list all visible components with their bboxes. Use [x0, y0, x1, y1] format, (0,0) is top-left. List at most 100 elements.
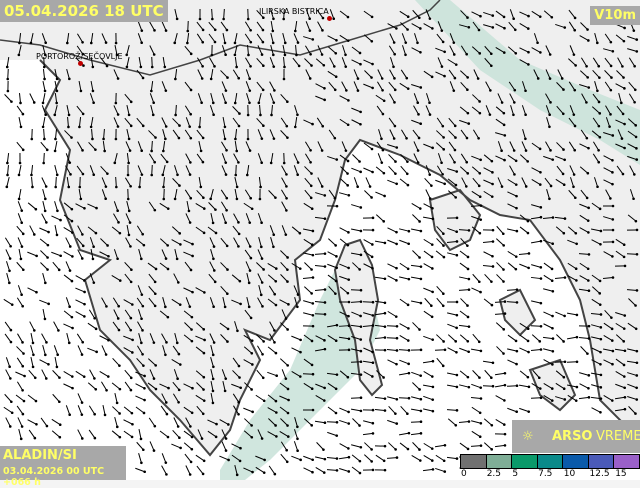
wind-arrow-head	[274, 196, 277, 199]
wind-arrow-head	[272, 101, 275, 104]
wind-arrow-head	[225, 173, 228, 176]
wind-arrow-head	[573, 113, 576, 116]
wind-arrow	[339, 326, 349, 327]
wind-arrow-head	[273, 341, 276, 344]
wind-arrow-head	[406, 172, 409, 175]
wind-arrow-head	[47, 231, 50, 234]
wind-arrow-head	[201, 41, 204, 44]
wind-arrow-head	[405, 137, 408, 140]
wind-arrow-head	[334, 197, 337, 200]
wind-arrow-head	[71, 255, 74, 258]
wind-arrow-head	[311, 364, 314, 367]
wind-arrow-head	[250, 436, 253, 439]
wind-arrow-head	[6, 66, 9, 69]
wind-arrow-head	[44, 282, 47, 285]
wind-arrow-head	[154, 364, 157, 367]
wind-arrow-head	[563, 315, 566, 318]
wind-arrow-head	[153, 377, 156, 380]
wind-arrow-head	[153, 53, 156, 56]
wind-arrow-head	[395, 231, 398, 234]
wind-arrow-head	[335, 434, 338, 437]
wind-arrow-head	[467, 112, 470, 115]
wind-arrow-head	[454, 77, 457, 80]
wind-arrow-head	[321, 125, 324, 128]
wind-arrow-head	[587, 231, 590, 234]
wind-arrow-head	[334, 52, 337, 55]
wind-arrow-head	[34, 437, 37, 440]
wind-arrow-head	[174, 78, 177, 81]
wind-arrow-head	[272, 233, 275, 236]
wind-arrow-head	[467, 350, 470, 353]
wind-arrow-head	[177, 401, 180, 404]
wind-arrow-head	[356, 185, 359, 188]
wind-arrow-head	[141, 173, 144, 176]
wind-arrow-head	[468, 386, 471, 389]
wind-arrow-head	[418, 16, 421, 19]
wind-arrow-head	[634, 88, 637, 91]
wind-arrow-head	[573, 29, 576, 32]
wind-arrow-head	[143, 412, 146, 415]
wind-arrow-head	[489, 113, 492, 116]
wind-arrow-head	[372, 469, 375, 472]
legend-tick: 7.5	[538, 469, 552, 479]
wind-arrow-head	[140, 41, 143, 44]
wind-arrow-head	[106, 172, 109, 175]
wind-arrow	[399, 350, 409, 351]
wind-arrow-head	[480, 422, 483, 425]
wind-arrow-head	[71, 208, 74, 211]
wind-arrow-head	[249, 245, 252, 248]
wind-arrow-head	[140, 66, 143, 69]
wind-arrow-head	[453, 53, 456, 56]
wind-arrow-head	[174, 114, 177, 117]
wind-arrow-head	[455, 170, 458, 173]
wind-arrow-head	[504, 444, 507, 447]
wind-arrow-head	[115, 102, 118, 105]
wind-arrow-head	[479, 15, 482, 18]
wind-arrow-head	[336, 421, 339, 424]
wind-arrow-head	[466, 76, 469, 79]
wind-arrow-head	[126, 66, 129, 69]
wind-arrow	[236, 165, 237, 175]
wind-arrow-head	[516, 288, 519, 291]
wind-arrow-head	[478, 172, 481, 175]
wind-arrow-head	[45, 221, 48, 224]
wind-arrow-head	[418, 388, 421, 391]
wind-arrow-head	[299, 267, 302, 270]
wind-arrow-head	[492, 240, 495, 243]
wind-arrow-head	[549, 149, 552, 152]
wind-arrow-head	[259, 198, 262, 201]
wind-arrow-head	[162, 186, 165, 189]
wind-arrow	[447, 410, 457, 411]
wind-arrow	[351, 362, 361, 363]
wind-arrow-head	[250, 352, 253, 355]
wind-arrow-head	[408, 432, 411, 435]
wind-arrow-head	[261, 437, 264, 440]
wind-arrow-head	[635, 50, 638, 53]
wind-arrow-head	[179, 363, 182, 366]
wind-arrow-head	[43, 138, 46, 141]
wind-arrow-head	[478, 341, 481, 344]
wind-arrow-head	[395, 363, 398, 366]
wind-arrow-head	[384, 397, 387, 400]
wind-arrow-head	[596, 90, 599, 93]
wind-arrow-head	[71, 387, 74, 390]
wind-arrow-head	[408, 349, 411, 352]
wind-arrow-head	[563, 376, 566, 379]
wind-arrow-head	[178, 137, 181, 140]
wind-arrow-head	[503, 51, 506, 54]
wind-arrow-head	[296, 449, 299, 452]
wind-arrow-head	[347, 99, 350, 102]
wind-arrow-head	[394, 448, 397, 451]
wind-arrow-head	[419, 374, 422, 377]
wind-arrow-head	[250, 317, 253, 320]
wind-arrow-head	[468, 26, 471, 29]
wind-arrow-head	[323, 64, 326, 67]
wind-arrow-head	[215, 436, 218, 439]
wind-arrow-head	[431, 375, 434, 378]
wind-arrow-head	[92, 245, 95, 248]
wind-arrow-head	[224, 390, 227, 393]
wind-arrow-head	[562, 173, 565, 176]
wind-arrow-head	[359, 338, 362, 341]
wind-arrow-head	[442, 292, 445, 295]
wind-arrow-head	[420, 278, 423, 281]
